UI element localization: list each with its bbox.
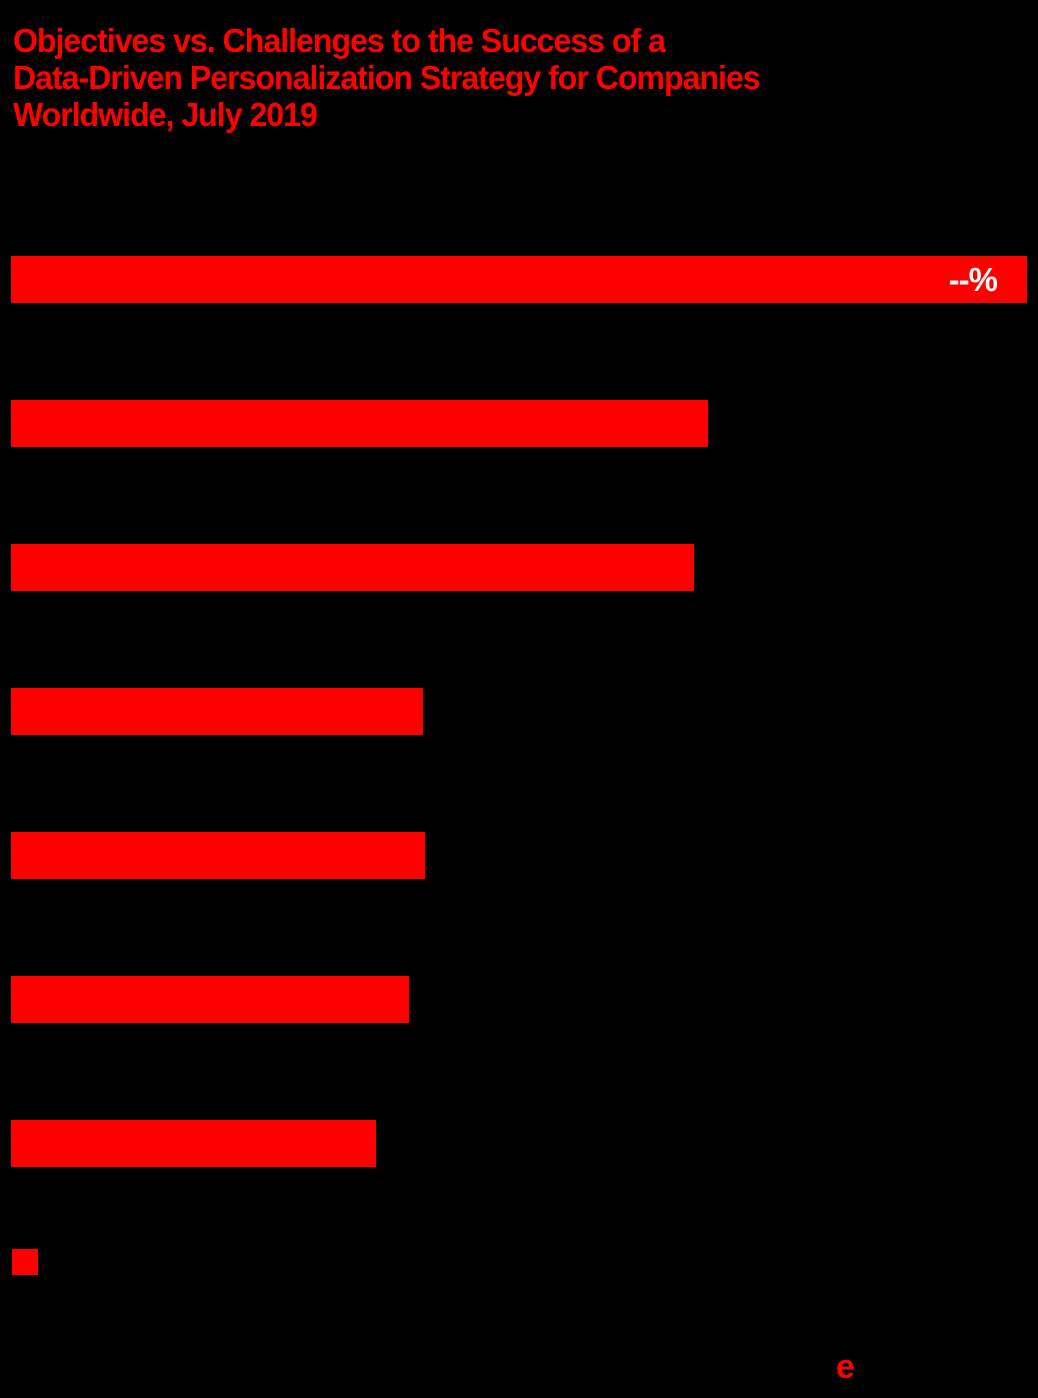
legend-swatch [12, 1249, 38, 1275]
bar [11, 832, 425, 879]
bar [11, 976, 410, 1023]
emarketer-logo-icon: e [836, 1348, 855, 1386]
chart-title: Objectives vs. Challenges to the Success… [13, 22, 761, 133]
bar [11, 400, 708, 447]
chart-plot-area: --% [11, 0, 1027, 1398]
bar-value-label: --% [948, 261, 998, 298]
bar [11, 544, 694, 591]
bar [11, 1120, 376, 1167]
bar: --% [11, 256, 1027, 303]
legend [12, 1249, 38, 1275]
bar [11, 688, 424, 735]
